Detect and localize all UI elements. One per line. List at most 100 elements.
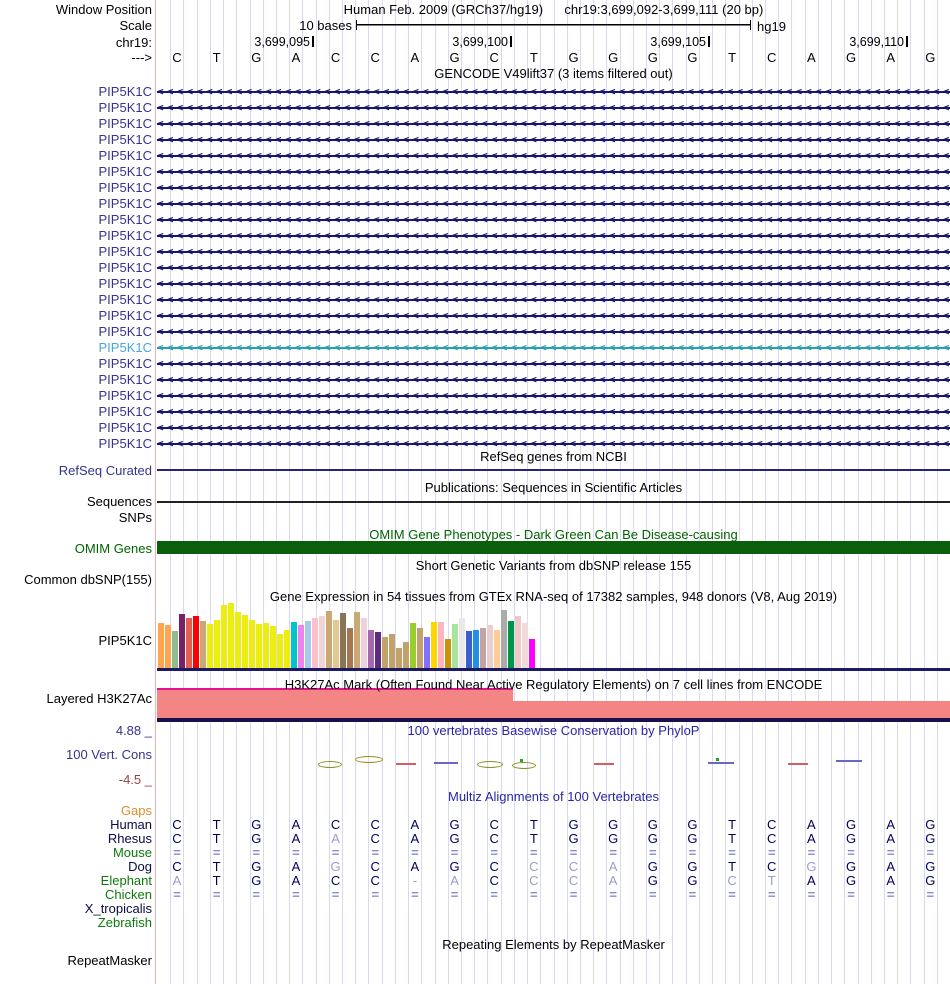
reverse-strand-arrows: <<<<<<<<<<<<<<<<<<<<<<<<<<<<<<<<<<<<<<<<…	[157, 309, 950, 322]
track-label-sequences[interactable]: Sequences	[86, 494, 152, 509]
gene-transcript-row[interactable]: <<<<<<<<<<<<<<<<<<<<<<<<<<<<<<<<<<<<<<<<…	[157, 116, 950, 132]
base-position-tick-label: 3,699,095	[254, 35, 310, 49]
gtex-tissue-bar	[347, 628, 353, 668]
dbsnp-title: Short Genetic Variants from dbSNP releas…	[415, 558, 692, 573]
gridline	[672, 0, 674, 984]
alignment-base: G	[845, 817, 857, 832]
alignment-base: C	[489, 859, 499, 874]
gene-transcript-row[interactable]: <<<<<<<<<<<<<<<<<<<<<<<<<<<<<<<<<<<<<<<<…	[157, 212, 950, 228]
gene-row-label[interactable]: PIP5K1C	[98, 228, 152, 243]
gene-transcript-row[interactable]: <<<<<<<<<<<<<<<<<<<<<<<<<<<<<<<<<<<<<<<<…	[157, 260, 950, 276]
gene-row-label[interactable]: PIP5K1C	[98, 356, 152, 371]
gene-transcript-row[interactable]: <<<<<<<<<<<<<<<<<<<<<<<<<<<<<<<<<<<<<<<<…	[157, 196, 950, 212]
reverse-strand-arrows: <<<<<<<<<<<<<<<<<<<<<<<<<<<<<<<<<<<<<<<<…	[157, 133, 950, 146]
species-label-gaps[interactable]: Gaps	[120, 803, 152, 818]
alignment-base: =	[886, 887, 895, 902]
gene-row-label[interactable]: PIP5K1C	[98, 116, 152, 131]
cons-max-value: 4.88 _	[115, 723, 152, 738]
gene-row-label[interactable]: PIP5K1C	[98, 420, 152, 435]
gene-row-label[interactable]: PIP5K1C	[98, 292, 152, 307]
gene-transcript-row[interactable]: <<<<<<<<<<<<<<<<<<<<<<<<<<<<<<<<<<<<<<<<…	[157, 372, 950, 388]
gene-transcript-row[interactable]: <<<<<<<<<<<<<<<<<<<<<<<<<<<<<<<<<<<<<<<<…	[157, 404, 950, 420]
omim-gene-bar[interactable]	[157, 541, 950, 554]
h3k27ac-signal-block-right[interactable]	[513, 701, 950, 718]
species-label-dog[interactable]: Dog	[128, 859, 152, 874]
gtex-gene-label[interactable]: PIP5K1C	[98, 633, 152, 648]
alignment-base: =	[728, 845, 736, 860]
gene-transcript-row[interactable]: <<<<<<<<<<<<<<<<<<<<<<<<<<<<<<<<<<<<<<<<…	[157, 388, 950, 404]
gene-row-label[interactable]: PIP5K1C	[98, 196, 152, 211]
gridline	[923, 0, 925, 984]
track-label-snps[interactable]: SNPs	[118, 510, 152, 525]
gtex-tissue-bar	[459, 618, 465, 668]
gene-row-label[interactable]: PIP5K1C	[98, 148, 152, 163]
gene-transcript-row[interactable]: <<<<<<<<<<<<<<<<<<<<<<<<<<<<<<<<<<<<<<<<…	[157, 436, 950, 452]
gene-transcript-row[interactable]: <<<<<<<<<<<<<<<<<<<<<<<<<<<<<<<<<<<<<<<<…	[157, 420, 950, 436]
alignment-base: C	[767, 817, 777, 832]
track-label-100-vert-cons[interactable]: 100 Vert. Cons	[66, 747, 152, 762]
gene-row-label[interactable]: PIP5K1C	[98, 372, 152, 387]
gene-row-label[interactable]: PIP5K1C	[98, 132, 152, 147]
gene-row-label[interactable]: PIP5K1C	[98, 276, 152, 291]
conservation-glyph	[396, 763, 416, 765]
gridline	[791, 0, 793, 984]
gene-transcript-row[interactable]: <<<<<<<<<<<<<<<<<<<<<<<<<<<<<<<<<<<<<<<<…	[157, 148, 950, 164]
gene-transcript-row[interactable]: <<<<<<<<<<<<<<<<<<<<<<<<<<<<<<<<<<<<<<<<…	[157, 180, 950, 196]
gene-row-label[interactable]: PIP5K1C	[98, 212, 152, 227]
gene-row-label[interactable]: PIP5K1C	[98, 340, 152, 355]
publications-item-bar[interactable]	[157, 501, 950, 503]
track-label-omim-genes[interactable]: OMIM Genes	[74, 541, 152, 556]
gridline	[593, 0, 595, 984]
gene-row-label[interactable]: PIP5K1C	[98, 404, 152, 419]
track-label-refseq-curated[interactable]: RefSeq Curated	[58, 463, 152, 478]
gene-transcript-row[interactable]: <<<<<<<<<<<<<<<<<<<<<<<<<<<<<<<<<<<<<<<<…	[157, 228, 950, 244]
gene-row-label[interactable]: PIP5K1C	[98, 84, 152, 99]
sequence-base: C	[489, 50, 499, 65]
h3k27ac-signal-block-left[interactable]	[157, 690, 513, 718]
gene-row-label[interactable]: PIP5K1C	[98, 164, 152, 179]
species-label-x_tropicalis[interactable]: X_tropicalis	[84, 901, 152, 916]
track-label-repeatmasker[interactable]: RepeatMasker	[67, 953, 152, 968]
gene-row-label[interactable]: PIP5K1C	[98, 180, 152, 195]
gtex-tissue-bar	[515, 616, 521, 668]
track-label-layered-h3k27ac[interactable]: Layered H3K27Ac	[46, 691, 152, 706]
gene-row-label[interactable]: PIP5K1C	[98, 388, 152, 403]
repeatmasker-title: Repeating Elements by RepeatMasker	[442, 937, 665, 952]
gene-transcript-row[interactable]: <<<<<<<<<<<<<<<<<<<<<<<<<<<<<<<<<<<<<<<<…	[157, 276, 950, 292]
gene-transcript-row[interactable]: <<<<<<<<<<<<<<<<<<<<<<<<<<<<<<<<<<<<<<<<…	[157, 132, 950, 148]
species-label-elephant[interactable]: Elephant	[100, 873, 152, 888]
species-label-zebrafish[interactable]: Zebrafish	[97, 915, 152, 930]
alignment-base: G	[925, 859, 936, 874]
reverse-strand-arrows: <<<<<<<<<<<<<<<<<<<<<<<<<<<<<<<<<<<<<<<<…	[157, 101, 950, 114]
gene-transcript-row[interactable]: <<<<<<<<<<<<<<<<<<<<<<<<<<<<<<<<<<<<<<<<…	[157, 308, 950, 324]
gene-row-label[interactable]: PIP5K1C	[98, 260, 152, 275]
gene-transcript-row[interactable]: <<<<<<<<<<<<<<<<<<<<<<<<<<<<<<<<<<<<<<<<…	[157, 84, 950, 100]
track-label-common-dbsnp[interactable]: Common dbSNP(155)	[24, 572, 152, 587]
species-label-rhesus[interactable]: Rhesus	[107, 831, 152, 846]
gene-row-label[interactable]: PIP5K1C	[98, 100, 152, 115]
species-label-chicken[interactable]: Chicken	[105, 887, 152, 902]
gene-transcript-row[interactable]: <<<<<<<<<<<<<<<<<<<<<<<<<<<<<<<<<<<<<<<<…	[157, 356, 950, 372]
gene-row-label[interactable]: PIP5K1C	[98, 244, 152, 259]
gtex-tissue-bar	[368, 630, 374, 668]
gtex-tissue-bar	[494, 630, 500, 668]
species-label-human[interactable]: Human	[110, 817, 152, 832]
gene-transcript-row[interactable]: <<<<<<<<<<<<<<<<<<<<<<<<<<<<<<<<<<<<<<<<…	[157, 292, 950, 308]
alignment-base: G	[925, 831, 936, 846]
gene-transcript-row[interactable]: <<<<<<<<<<<<<<<<<<<<<<<<<<<<<<<<<<<<<<<<…	[157, 340, 950, 356]
gtex-tissue-bar	[179, 614, 185, 668]
gene-transcript-row[interactable]: <<<<<<<<<<<<<<<<<<<<<<<<<<<<<<<<<<<<<<<<…	[157, 100, 950, 116]
gtex-tissue-bar	[424, 637, 430, 668]
gene-row-label[interactable]: PIP5K1C	[98, 308, 152, 323]
transcript-line	[157, 395, 950, 397]
gene-row-label[interactable]: PIP5K1C	[98, 324, 152, 339]
gene-transcript-row[interactable]: <<<<<<<<<<<<<<<<<<<<<<<<<<<<<<<<<<<<<<<<…	[157, 324, 950, 340]
species-label-mouse[interactable]: Mouse	[112, 845, 152, 860]
refseq-gene-bar[interactable]	[157, 469, 950, 471]
gene-transcript-row[interactable]: <<<<<<<<<<<<<<<<<<<<<<<<<<<<<<<<<<<<<<<<…	[157, 164, 950, 180]
gene-transcript-row[interactable]: <<<<<<<<<<<<<<<<<<<<<<<<<<<<<<<<<<<<<<<<…	[157, 244, 950, 260]
reverse-strand-arrows: <<<<<<<<<<<<<<<<<<<<<<<<<<<<<<<<<<<<<<<<…	[157, 85, 950, 98]
gridline	[619, 0, 621, 984]
gene-row-label[interactable]: PIP5K1C	[98, 436, 152, 451]
conservation-title: 100 vertebrates Basewise Conservation by…	[407, 723, 700, 738]
